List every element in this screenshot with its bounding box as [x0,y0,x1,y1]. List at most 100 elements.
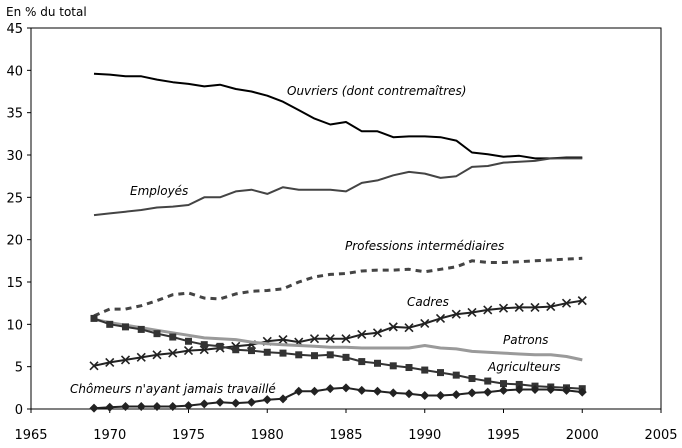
data-point [168,401,178,411]
series-group [89,72,587,413]
data-point [262,395,272,405]
y-tick-label: 25 [6,191,23,206]
x-tick-label: 1985 [329,428,362,443]
data-point [421,366,429,374]
series-line-patrons [93,317,583,362]
data-point [216,342,224,350]
data-point [200,341,208,349]
data-point [309,334,320,344]
series-line-ouvriers-dont-contremaitres [93,72,583,160]
x-tick-label: 1975 [172,428,205,443]
data-point [342,353,350,361]
series-label-ouvriers-dont-contremaitres: Ouvriers (dont contremaîtres) [287,84,466,98]
data-point [122,323,129,331]
x-tick-label: 2000 [566,428,599,443]
y-tick-label: 20 [6,234,23,249]
data-point [105,402,115,412]
data-point [152,350,162,360]
data-point [577,296,587,306]
data-point [389,362,397,370]
data-point [358,358,366,366]
data-point [136,352,146,362]
data-point [357,329,367,340]
x-tick-label: 1965 [14,428,47,443]
data-point [232,346,240,354]
data-point [500,380,507,388]
data-point [278,335,288,345]
series-patrons [93,317,583,362]
data-point [577,387,587,397]
y-tick-label: 35 [6,107,23,122]
x-tick-label: 1990 [408,428,441,443]
data-point [498,303,509,313]
series-employes [93,157,583,217]
data-point [121,401,130,411]
data-point [372,328,383,338]
y-tick-label: 10 [6,318,23,333]
data-point [530,385,540,395]
series-labels: Ouvriers (dont contremaîtres) Employés Pro… [70,84,561,396]
data-point [468,375,476,383]
data-point [388,388,398,398]
data-point [562,385,571,395]
data-point [514,385,524,395]
x-tick-label: 1995 [487,428,520,443]
y-tick-label: 30 [6,149,23,164]
data-point [467,307,477,318]
data-point [404,323,414,333]
data-point [436,390,445,400]
data-point [247,397,256,407]
axis-ticks: 0 5 10 15 20 25 30 35 40 45 1965 1970 1975 1980 1985 19… [6,22,677,443]
data-point [341,383,351,393]
series-label-professions-intermediaires: Professions intermédiaires [345,239,504,253]
y-axis-label: En % du total [6,5,87,19]
x-tick-label: 1980 [251,428,284,443]
series-label-cadres: Cadres [407,295,449,309]
data-point [404,389,414,399]
data-point [546,301,556,312]
data-point [357,385,367,395]
data-point [294,386,304,396]
data-point [561,298,572,308]
data-point [405,364,413,372]
data-point [546,385,556,395]
data-point [248,347,255,355]
data-point [420,318,430,329]
x-tick-label: 1970 [93,428,126,443]
data-point [278,394,288,404]
data-point [136,401,146,411]
data-point [451,390,461,400]
data-point [199,399,209,409]
data-point [483,387,493,397]
data-point [452,371,460,379]
series-label-agriculteurs: Agriculteurs [487,360,561,374]
data-point [183,346,194,356]
data-point [420,390,430,400]
data-point [467,388,477,398]
series-line-employes [93,157,583,217]
data-point [90,314,98,322]
data-point [373,386,382,396]
data-point [231,398,241,408]
data-point [153,330,161,338]
data-point [168,348,178,358]
data-point [341,334,351,344]
y-tick-label: 0 [15,403,23,418]
y-tick-label: 15 [6,276,23,291]
y-tick-label: 45 [6,22,23,37]
data-point [105,357,115,367]
data-point [374,359,381,367]
data-point [295,351,303,359]
data-point [169,333,177,341]
data-point [326,351,334,359]
data-point [325,334,335,344]
data-point [89,361,99,371]
data-point [310,386,319,396]
series-label-patrons: Patrons [503,333,548,347]
data-point [514,302,524,312]
data-point [137,325,145,333]
data-point [263,348,271,356]
series-ouvriers-dont-contremaitres [93,72,583,160]
data-point [451,309,461,319]
